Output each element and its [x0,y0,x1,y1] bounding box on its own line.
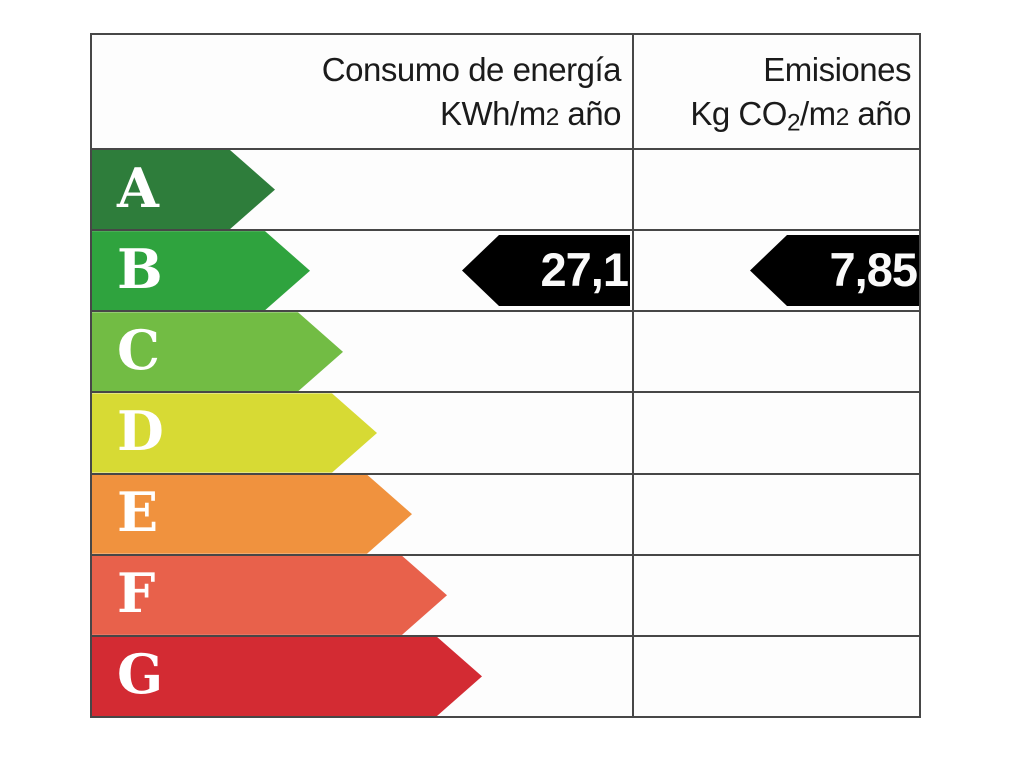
band-letter-g: G [117,642,164,707]
emissions-co2-subscript: 2 [786,109,801,137]
band-arrow-a: A [92,150,275,230]
band-letter-a: A [117,155,159,220]
band-row-g: G [92,634,919,716]
consumption-value-marker: 27,1 [462,235,630,306]
band-arrow-b: B [92,231,310,311]
emissions-header-line1: Emisiones [763,51,911,88]
band-arrow-g: G [92,636,482,716]
consumption-unit-exponent: 2 [545,104,560,131]
band-letter-f: F [117,561,156,626]
table-header: Consumo de energía KWh/m2 año Emisiones … [92,35,919,148]
band-row-b: B [92,229,919,311]
band-row-a: A [92,148,919,230]
column-divider-line [632,35,634,716]
emissions-column-header: Emisiones Kg CO2/m2 año [632,35,919,148]
emissions-unit-post: año [848,95,911,132]
emissions-unit-exponent: 2 [835,104,850,131]
band-letter-c: C [117,317,160,382]
band-letter-b: B [117,236,163,301]
band-arrow-f: F [92,555,447,635]
band-arrow-e: E [92,474,412,554]
band-letter-e: E [117,480,159,545]
consumption-column-header: Consumo de energía KWh/m2 año [92,35,632,148]
band-arrow-d: D [92,393,377,473]
band-arrow-c: C [92,312,343,392]
emissions-unit-pre: Kg CO [690,95,787,132]
energy-rating-label: Consumo de energía KWh/m2 año Emisiones … [90,33,921,718]
emissions-unit-mid: /m [800,95,836,132]
band-row-e: E [92,472,919,554]
emissions-value-marker: 7,85 [750,235,919,306]
band-row-c: C [92,310,919,392]
band-row-f: F [92,553,919,635]
consumption-unit-pre: KWh/m [440,95,546,132]
band-letter-d: D [117,398,164,463]
consumption-header-line2: KWh/m2 año [92,92,621,140]
emissions-header-line2: Kg CO2/m2 año [632,92,911,145]
band-row-d: D [92,391,919,473]
consumption-header-line1: Consumo de energía [321,51,622,88]
consumption-unit-post: año [558,95,621,132]
